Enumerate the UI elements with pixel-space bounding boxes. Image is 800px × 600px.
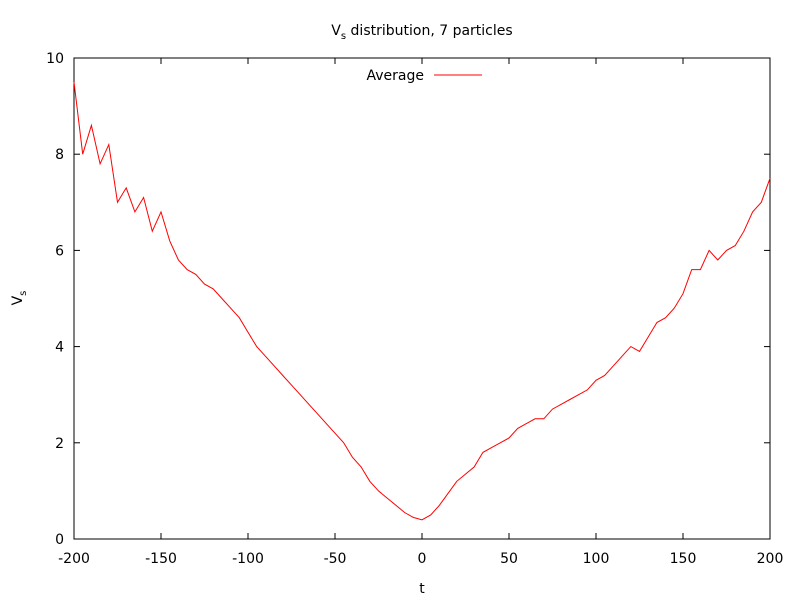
x-tick-label: 50 (500, 551, 518, 567)
x-tick-label: -200 (58, 551, 90, 567)
y-tick-label: 4 (55, 340, 64, 356)
x-tick-label: 0 (418, 551, 427, 567)
x-tick-label: 100 (583, 551, 610, 567)
y-tick-label: 2 (55, 436, 64, 452)
y-tick-label: 0 (55, 532, 64, 548)
x-tick-label: 150 (670, 551, 697, 567)
x-tick-label: -100 (232, 551, 264, 567)
plot-frame (73, 57, 771, 540)
x-tick-group: -200 -150 -100 -50 0 50 100 150 200 (58, 58, 783, 567)
y-axis-label: Vs (10, 291, 29, 306)
chart-title: Vs distribution, 7 particles (331, 23, 512, 42)
y-tick-group: 0 2 4 6 8 10 (46, 51, 770, 548)
y-tick-label: 6 (55, 243, 64, 259)
series-group (73, 82, 771, 521)
legend: Average (367, 68, 482, 84)
x-tick-label: -50 (324, 551, 347, 567)
y-tick-label: 8 (55, 147, 64, 163)
x-tick-label: 200 (757, 551, 784, 567)
y-tick-label: 10 (46, 51, 64, 67)
x-axis-label: t (419, 581, 425, 597)
x-tick-label: -150 (145, 551, 177, 567)
legend-label: Average (367, 68, 425, 84)
series-line-average (73, 82, 771, 521)
